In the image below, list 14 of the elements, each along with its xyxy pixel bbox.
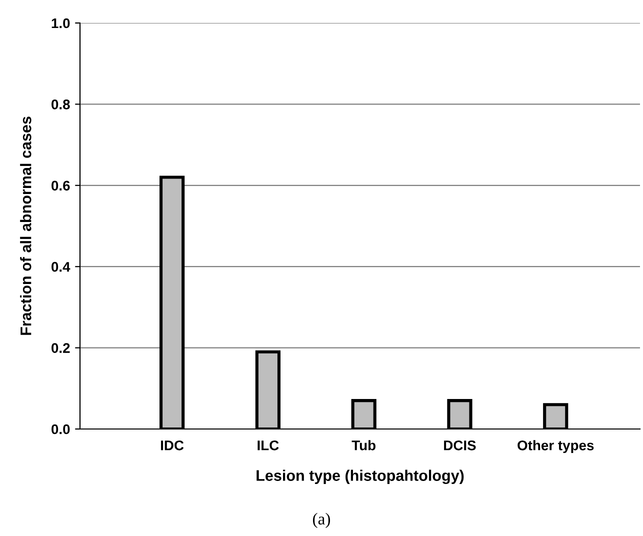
y-tick-label: 1.0: [52, 18, 70, 28]
y-tick-label: 0.2: [52, 343, 70, 353]
x-tick-label: IDC: [161, 440, 184, 450]
y-tick-label: 0.8: [52, 100, 70, 110]
text: (a): [312, 512, 330, 528]
x-axis-title: Lesion type (histopahtology): [256, 470, 464, 484]
x-tick-label: DCIS: [444, 440, 476, 450]
y-axis-title: Fraction of all abnormal cases: [20, 116, 32, 335]
x-tick-label: ILC: [258, 440, 279, 450]
y-tick-label: 0.4: [52, 262, 70, 272]
x-tick-label: Other types: [518, 440, 594, 454]
y-tick-label: 0.6: [52, 180, 70, 191]
x-tick-label: Tub: [352, 440, 376, 450]
y-tick-label: 0.0: [52, 424, 70, 434]
